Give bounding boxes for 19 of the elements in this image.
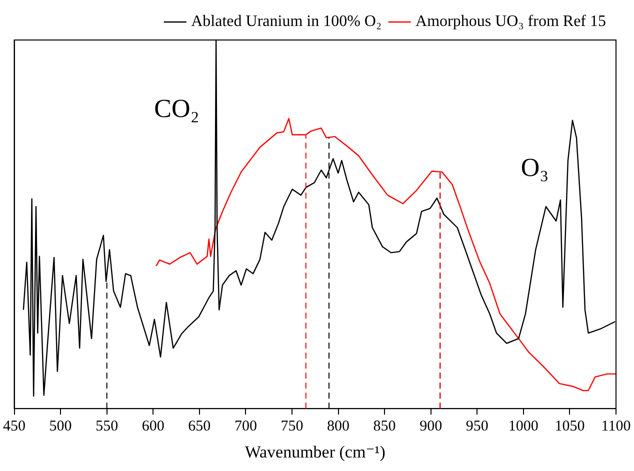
x-tick-label: 750 — [280, 418, 304, 435]
x-tick-label: 950 — [466, 418, 488, 435]
x-tick-label: 1050 — [554, 418, 585, 435]
annotation: O₃ — [520, 152, 549, 182]
x-tick-label: 1000 — [508, 418, 538, 435]
legend-label: Ablated Uranium in 100% O₂ — [191, 13, 382, 30]
x-tick-label: 500 — [49, 418, 72, 435]
legend-label: Amorphous UO₃ from Ref 15 — [416, 13, 606, 30]
x-tick-label: 450 — [3, 418, 26, 435]
x-tick-label: 600 — [142, 418, 164, 435]
annotation: CO₂ — [154, 94, 200, 123]
x-tick-label: 700 — [234, 418, 257, 435]
x-tick-label: 1100 — [601, 418, 631, 435]
x-tick-label: 650 — [188, 418, 211, 435]
x-tick-label: 800 — [327, 418, 350, 435]
x-axis-title: Wavenumber (cm⁻¹) — [244, 442, 386, 462]
x-tick-label: 850 — [373, 418, 396, 435]
x-tick-label: 550 — [96, 418, 118, 435]
x-tick-label: 900 — [420, 418, 442, 435]
